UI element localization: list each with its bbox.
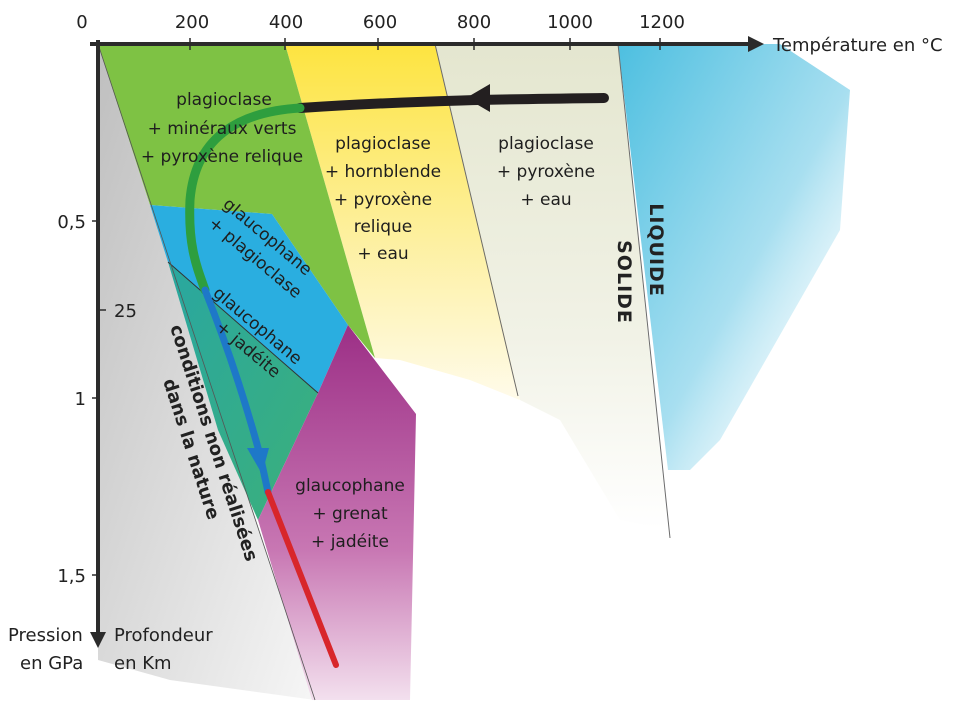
x-tick-label: 800 (457, 12, 491, 33)
pressure-axis-title: en GPa (20, 653, 83, 674)
solidus-label: SOLIDE (613, 240, 635, 324)
boundary-line (617, 43, 671, 539)
field-label-magenta: + grenat (312, 504, 388, 524)
x-tick-label: 200 (175, 12, 209, 33)
field-label-beige: + eau (520, 190, 571, 210)
path-green-descent (185, 103, 305, 295)
field-label-magenta: glaucophane (295, 476, 405, 496)
path-blue-descent (201, 286, 272, 496)
boundary-line (167, 261, 319, 394)
path-blue-arrowhead (247, 448, 269, 474)
liquid-zone (618, 44, 850, 470)
x-axis-arrowhead (748, 36, 764, 52)
field-label-green: + minéraux verts (148, 119, 297, 139)
depth-axis-title: en Km (114, 653, 172, 674)
pressure-tick-label: 0,5 (57, 212, 86, 233)
boundary-line (97, 43, 316, 701)
yellow-zone (285, 44, 520, 400)
path-cooling-black (295, 93, 609, 113)
field-label-beige: plagioclase (498, 134, 594, 154)
path-red-subduction (265, 489, 339, 668)
field-label-yellow: + eau (357, 244, 408, 264)
green-zone (98, 44, 375, 358)
field-label-beige: + pyroxène (497, 162, 595, 182)
pressure-tick-label: 1,5 (57, 566, 86, 587)
x-tick-label: 400 (269, 12, 303, 33)
path-cooling-arrowhead (466, 84, 490, 112)
field-label-green: plagioclase (176, 90, 272, 110)
blue-zone (150, 205, 348, 393)
y-axis-arrowhead (90, 632, 106, 648)
beige-zone (435, 44, 668, 530)
depth-axis-title: Profondeur (114, 625, 213, 646)
x-axis-title: Température en °C (772, 35, 943, 56)
pressure-tick-label: 1 (75, 389, 86, 410)
field-label-yellow: plagioclase (335, 134, 431, 154)
depth-tick-label: 25 (114, 301, 137, 322)
field-label-yellow: + pyroxène (334, 190, 432, 210)
field-label-green: + pyroxène relique (141, 147, 303, 167)
field-label-magenta: + jadéite (311, 532, 389, 552)
magenta-zone (258, 325, 416, 700)
x-tick-label: 1200 (639, 12, 685, 33)
x-tick-label: 600 (363, 12, 397, 33)
field-label-yellow: + hornblende (325, 162, 441, 182)
field-label-yellow: relique (354, 217, 413, 237)
x-tick-label: 0 (76, 12, 87, 33)
x-tick-label: 1000 (547, 12, 593, 33)
pressure-axis-title: Pression (8, 625, 83, 646)
liquidus-label: LIQUIDE (645, 203, 667, 297)
